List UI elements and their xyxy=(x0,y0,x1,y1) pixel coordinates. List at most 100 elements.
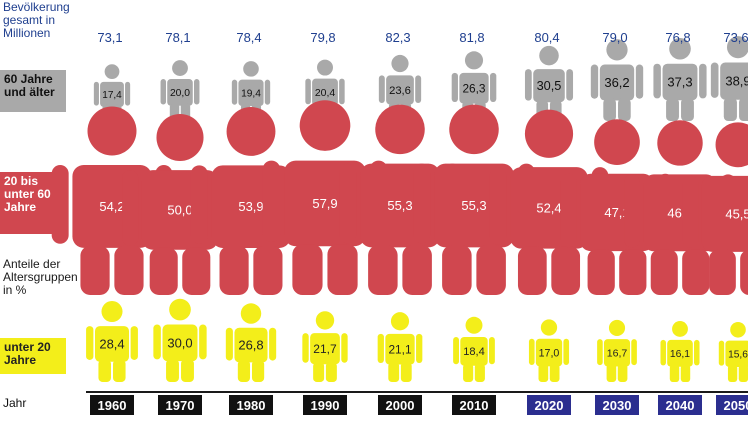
senior-left-arm-2030 xyxy=(590,64,599,99)
middle-left-leg-1980 xyxy=(219,246,249,295)
senior-right-arm-2000 xyxy=(415,75,422,104)
senior-figure-1970: 20,0 xyxy=(160,60,200,121)
middle-right-leg-1970 xyxy=(182,247,211,295)
total-value-label: 82,3 xyxy=(385,30,410,45)
senior-head-1960 xyxy=(104,64,120,80)
young-left-arm-2000 xyxy=(377,333,384,364)
middle-left-leg-2020 xyxy=(517,246,547,295)
young-figure-1970: 30,0 xyxy=(153,298,207,382)
total-value-label: 80,4 xyxy=(534,30,559,45)
young-value-label: 16,1 xyxy=(670,349,690,360)
senior-left-arm-1970 xyxy=(160,79,167,105)
young-right-arm-1990 xyxy=(341,333,348,363)
senior-torso-1980 xyxy=(238,79,264,107)
senior-left-arm-1960 xyxy=(93,81,99,106)
year-axis-label: Jahr xyxy=(3,396,27,410)
total-value-label: 76,8 xyxy=(665,30,690,45)
middle-left-arm-1960 xyxy=(51,164,69,244)
middle-left-leg-1970 xyxy=(149,247,178,295)
young-figure-1980: 26,8 xyxy=(225,303,277,382)
young-torso-2020 xyxy=(535,338,563,367)
young-torso-1980 xyxy=(234,327,268,363)
young-right-arm-2000 xyxy=(416,333,423,364)
young-figure-2040: 16,1 xyxy=(660,321,700,382)
young-right-leg-2050 xyxy=(738,364,748,382)
young-left-leg-2020 xyxy=(538,364,549,382)
middle-left-arm-1990 xyxy=(262,160,281,243)
young-figure-2030: 16,7 xyxy=(597,319,637,382)
year-label: 1990 xyxy=(311,398,340,413)
young-left-arm-1970 xyxy=(153,324,161,360)
senior-right-arm-1980 xyxy=(264,79,271,105)
year-box xyxy=(90,395,134,415)
year-box xyxy=(527,395,571,415)
middle-left-leg-2030 xyxy=(587,249,615,295)
baseline-rule xyxy=(86,391,748,393)
middle-value-label: 50,0 xyxy=(167,202,192,217)
young-head-2040 xyxy=(672,321,688,337)
middle-value-label: 52,4 xyxy=(536,200,561,215)
senior-torso-2010 xyxy=(459,72,489,104)
middle-torso-2040 xyxy=(643,174,717,252)
middle-left-leg-2050 xyxy=(709,249,736,295)
senior-value-label: 19,4 xyxy=(241,88,261,99)
middle-left-leg-2000 xyxy=(368,245,398,295)
young-value-label: 30,0 xyxy=(167,335,192,350)
year-label: 2030 xyxy=(603,398,632,413)
senior-value-label: 30,5 xyxy=(537,78,562,93)
senior-group-label: 60 Jahre und älter xyxy=(0,70,66,112)
year-label: 1980 xyxy=(237,398,266,413)
young-right-leg-2010 xyxy=(474,363,485,382)
middle-head-2020 xyxy=(524,109,574,158)
year-label: 2050 xyxy=(724,398,748,413)
senior-left-arm-2010 xyxy=(451,72,458,103)
young-left-leg-2030 xyxy=(606,364,617,382)
senior-head-1980 xyxy=(243,61,259,77)
young-left-leg-2050 xyxy=(727,364,738,382)
young-value-label: 28,4 xyxy=(99,336,124,351)
young-left-arm-1990 xyxy=(302,333,309,363)
young-torso-2050 xyxy=(725,340,748,367)
senior-right-arm-1960 xyxy=(125,81,131,106)
young-right-leg-2000 xyxy=(400,362,412,382)
young-left-arm-2010 xyxy=(453,337,460,365)
young-group-label: unter 20 Jahre xyxy=(0,338,66,374)
young-left-arm-1960 xyxy=(86,326,94,360)
senior-head-2040 xyxy=(669,37,691,60)
senior-left-arm-1990 xyxy=(305,78,311,105)
young-right-arm-2030 xyxy=(631,339,637,366)
senior-right-leg-2040 xyxy=(681,98,694,121)
middle-head-1990 xyxy=(299,100,351,151)
year-label: 2040 xyxy=(666,398,695,413)
middle-right-leg-2040 xyxy=(682,249,710,295)
senior-value-label: 38,9 xyxy=(725,74,748,89)
young-figure-2010: 18,4 xyxy=(453,316,495,382)
young-head-1970 xyxy=(169,298,191,321)
young-torso-2030 xyxy=(603,339,631,367)
young-left-arm-2020 xyxy=(528,338,535,365)
young-figure-1990: 21,7 xyxy=(302,311,348,382)
young-value-label: 15,6 xyxy=(728,349,748,360)
senior-right-arm-2040 xyxy=(699,63,707,99)
senior-right-arm-2020 xyxy=(566,69,574,101)
year-label: 1970 xyxy=(166,398,195,413)
young-value-label: 21,1 xyxy=(388,342,411,356)
year-label: 1960 xyxy=(98,398,127,413)
senior-torso-1960 xyxy=(100,81,124,107)
young-right-arm-1960 xyxy=(130,326,138,360)
senior-torso-2020 xyxy=(533,69,565,103)
middle-left-arm-2020 xyxy=(489,167,507,245)
senior-value-label: 36,2 xyxy=(604,75,629,90)
middle-left-leg-2010 xyxy=(442,245,472,295)
young-value-label: 26,8 xyxy=(238,338,263,353)
middle-head-2040 xyxy=(657,120,703,166)
year-box xyxy=(378,395,422,415)
year-box xyxy=(229,395,273,415)
young-torso-2000 xyxy=(385,333,415,365)
senior-right-leg-2030 xyxy=(618,98,631,121)
senior-head-1970 xyxy=(172,60,188,76)
year-box xyxy=(303,395,347,415)
middle-value-label: 55,3 xyxy=(387,198,412,213)
